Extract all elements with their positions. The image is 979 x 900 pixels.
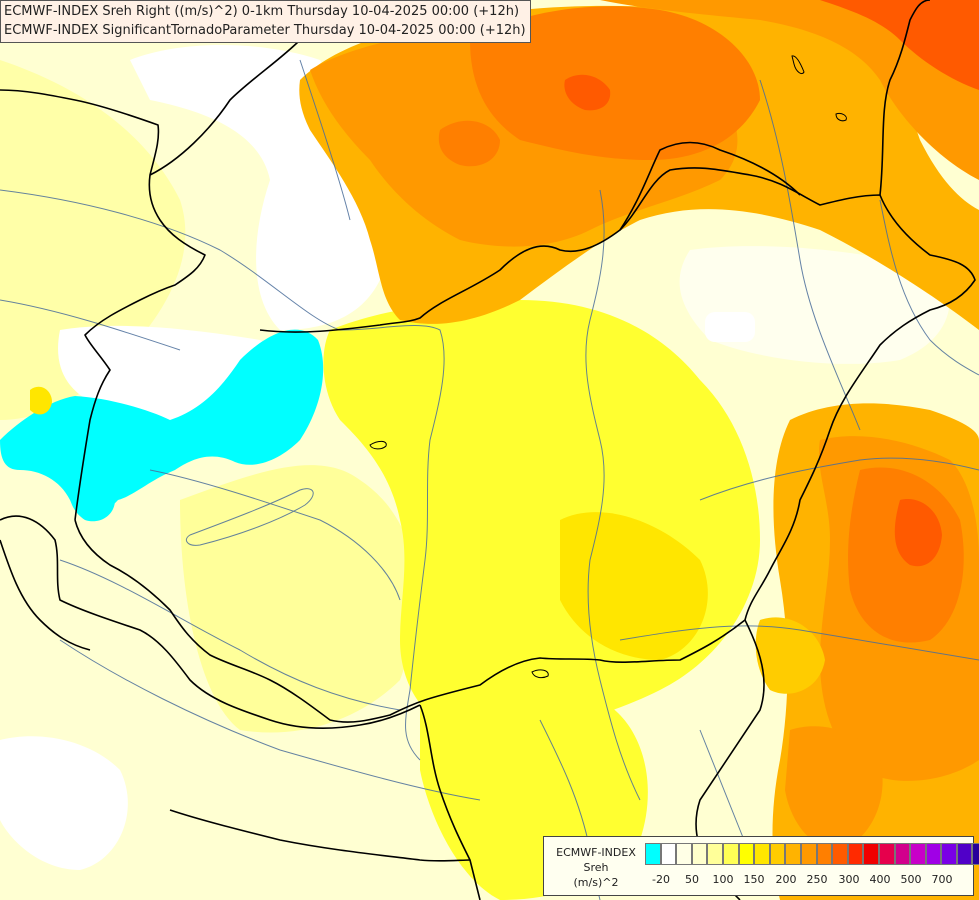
legend-tick-label: 100 [712, 873, 734, 886]
river-danube [0, 189, 445, 761]
legend-ticks: -20 50 100 150 200 250 300 400 500 700 [645, 873, 973, 889]
legend-swatch [972, 843, 979, 865]
legend-swatch [754, 843, 770, 865]
legend-swatch [863, 843, 879, 865]
legend-swatch [660, 843, 677, 865]
legend-swatch [847, 843, 864, 865]
legend-tick-label: 250 [806, 873, 828, 886]
legend-title: ECMWF-INDEX Sreh (m/s)^2 [548, 845, 644, 890]
legend-swatch [785, 843, 801, 865]
legend-swatch [738, 843, 755, 865]
border-bosnia [169, 809, 471, 862]
legend-swatch [676, 843, 692, 865]
river-north-1 [299, 59, 351, 221]
map-title-line-1: ECMWF-INDEX Sreh Right ((m/s)^2) 0-1km T… [4, 4, 520, 19]
legend-swatch [691, 843, 708, 865]
field-red-orange-east [894, 499, 942, 567]
legend-tick-label: 200 [775, 873, 797, 886]
legend-tick-label: 300 [838, 873, 860, 886]
legend-tick-label: 150 [743, 873, 765, 886]
legend-title-line-2: Sreh [583, 861, 609, 874]
border-west-austria [0, 89, 206, 521]
legend-tick-label: 400 [869, 873, 891, 886]
legend-swatch [925, 843, 942, 865]
river-north-2 [759, 79, 861, 431]
lake-4 [835, 113, 847, 122]
legend-swatch [832, 843, 848, 865]
legend-swatch [707, 843, 723, 865]
field-cyan-west [0, 329, 324, 515]
lake-1 [369, 440, 387, 450]
river-ne [879, 199, 979, 376]
map-title-line-2: ECMWF-INDEX SignificantTornadoParameter … [4, 23, 526, 38]
river-west-2 [149, 469, 401, 601]
field-orange-left-patch [755, 617, 825, 694]
legend-swatch [816, 843, 833, 865]
field-red-orange-spot [564, 74, 611, 111]
color-legend: ECMWF-INDEX Sreh (m/s)^2 -20 50 100 150 200 2… [543, 836, 979, 896]
field-white-spot [705, 312, 755, 342]
legend-swatch [769, 843, 786, 865]
legend-swatch [910, 843, 926, 865]
border-croatia [0, 515, 421, 730]
field-gold-east [560, 512, 708, 660]
river-east-2 [619, 625, 979, 661]
field-orange-nw-band [600, 0, 979, 180]
legend-swatch [878, 843, 895, 865]
lake-2 [531, 669, 549, 679]
legend-tick-label: 700 [931, 873, 953, 886]
field-orange-dark-north [470, 6, 760, 160]
lake-3 [791, 55, 805, 75]
legend-title-line-3: (m/s)^2 [573, 876, 619, 889]
river-east-1 [699, 457, 979, 501]
legend-swatches [645, 843, 979, 865]
border-hungary [74, 167, 976, 723]
field-cyan-spot [68, 476, 115, 522]
field-light-yellow-center [180, 465, 417, 733]
border-slovakia-east [619, 141, 801, 231]
legend-title-line-1: ECMWF-INDEX [556, 846, 636, 859]
legend-swatch [645, 843, 661, 865]
legend-swatch [800, 843, 817, 865]
small-lakes [369, 55, 847, 679]
river-tisza [585, 189, 641, 801]
legend-swatch [722, 843, 739, 865]
river-sava [59, 639, 481, 801]
field-orange-dark-spot [438, 120, 500, 167]
legend-tick-label: 50 [685, 873, 699, 886]
lake-balaton [185, 488, 314, 546]
legend-swatch [894, 843, 911, 865]
river-west-1 [0, 299, 181, 351]
field-orange-south-east [785, 726, 883, 850]
legend-tick-label: -20 [652, 873, 670, 886]
field-yellow-spot-west [30, 386, 52, 415]
border-slovenia [0, 539, 91, 651]
legend-swatch [941, 843, 957, 865]
field-red-orange-ne [820, 0, 979, 90]
field-white-sw [0, 736, 128, 870]
border-ukraine [879, 0, 931, 196]
map-title-box: ECMWF-INDEX Sreh Right ((m/s)^2) 0-1km T… [0, 0, 531, 43]
border-serbia [419, 704, 481, 900]
legend-swatch [956, 843, 973, 865]
river-drava [59, 559, 401, 711]
legend-tick-label: 500 [900, 873, 922, 886]
